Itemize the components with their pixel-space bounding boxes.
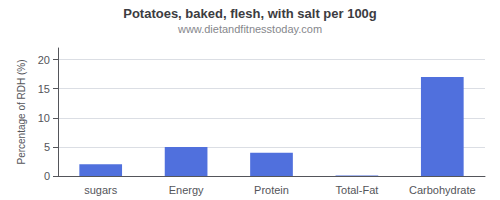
svg-text:Carbohydrate: Carbohydrate (409, 184, 476, 196)
svg-text:Energy: Energy (169, 184, 204, 196)
svg-text:Percentage of RDH (%): Percentage of RDH (%) (16, 59, 27, 164)
svg-text:20: 20 (38, 54, 50, 66)
svg-text:Total-Fat: Total-Fat (336, 184, 379, 196)
svg-text:sugars: sugars (84, 184, 118, 196)
svg-text:10: 10 (38, 112, 50, 124)
svg-text:Potatoes, baked, flesh, with s: Potatoes, baked, flesh, with salt per 10… (123, 6, 377, 21)
svg-text:5: 5 (44, 141, 50, 153)
svg-text:Protein: Protein (254, 184, 289, 196)
svg-text:15: 15 (38, 83, 50, 95)
svg-text:www.dietandfitnesstoday.com: www.dietandfitnesstoday.com (177, 23, 322, 35)
svg-text:0: 0 (44, 170, 50, 182)
